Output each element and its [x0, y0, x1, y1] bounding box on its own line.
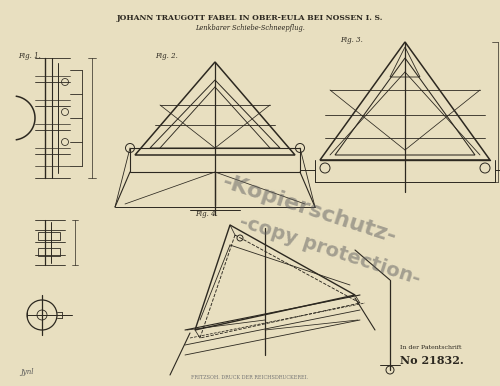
Text: -Kopierschutz-: -Kopierschutz- — [220, 172, 400, 248]
Text: Fig. 3.: Fig. 3. — [340, 36, 363, 44]
Text: JOHANN TRAUGOTT FABEL IN OBER-EULA BEI NOSSEN I. S.: JOHANN TRAUGOTT FABEL IN OBER-EULA BEI N… — [117, 14, 383, 22]
Text: -copy protection-: -copy protection- — [237, 212, 423, 288]
Text: Jynl: Jynl — [20, 368, 34, 376]
Text: Lenkbarer Schiebe-Schneepflug.: Lenkbarer Schiebe-Schneepflug. — [195, 24, 305, 32]
Text: No 21832.: No 21832. — [400, 355, 464, 366]
Text: Fig. 4.: Fig. 4. — [195, 210, 218, 218]
Text: Fig. 2.: Fig. 2. — [155, 52, 178, 60]
Text: Fig. 1.: Fig. 1. — [18, 52, 41, 60]
Text: FRITZSOH. DRUCK DER REICHSDRUCKEREI.: FRITZSOH. DRUCK DER REICHSDRUCKEREI. — [192, 375, 308, 380]
Text: In der Patentschrift: In der Patentschrift — [400, 345, 462, 350]
